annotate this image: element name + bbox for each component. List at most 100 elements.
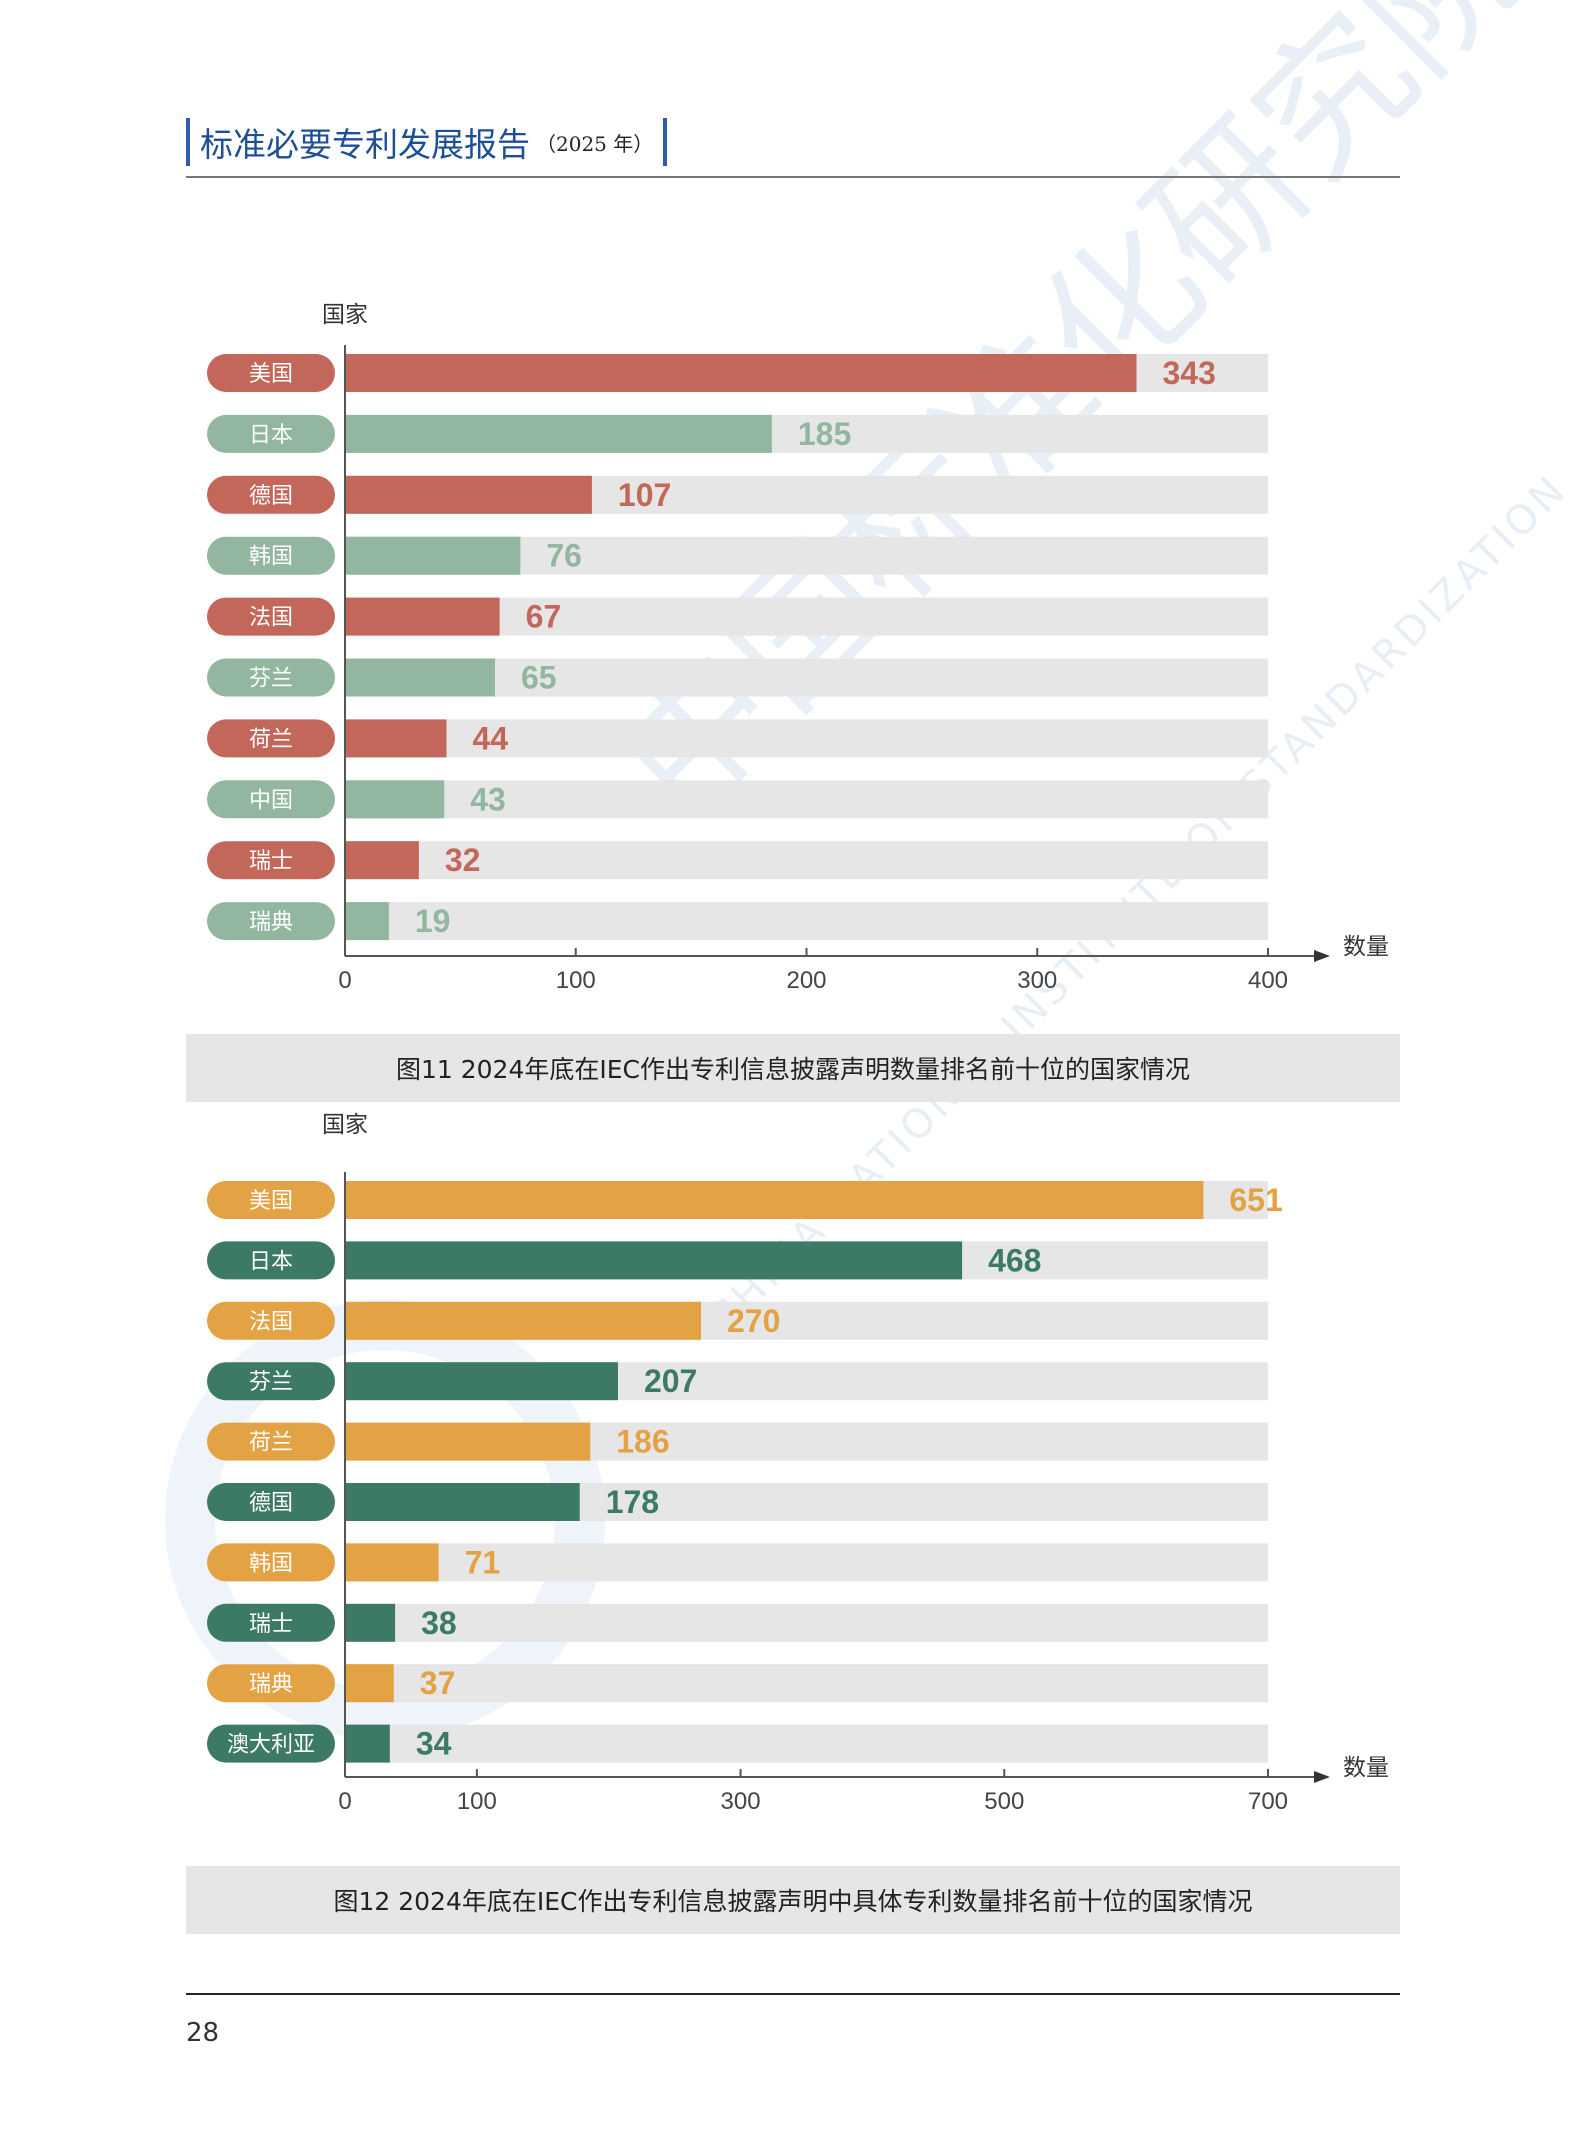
category-pill (207, 414, 335, 453)
data-label: 185 (798, 416, 851, 452)
x-tick-label: 100 (457, 1788, 497, 1815)
data-label: 76 (546, 538, 582, 574)
x-tick-label: 0 (338, 967, 351, 994)
data-label: 67 (526, 599, 562, 635)
category-label: 美国 (249, 362, 293, 387)
data-label: 71 (465, 1544, 501, 1580)
category-pill (207, 1483, 335, 1521)
bar (345, 658, 495, 697)
bar (345, 1543, 439, 1582)
category-pill (207, 719, 335, 758)
chart-fig11: 国家 343 美国 185 日本 107 德国 76 韩国 67 法国 65 芬兰 44 荷兰 43 中国 32 瑞… (207, 302, 1389, 994)
x-axis-title: 数量 (1343, 934, 1389, 960)
data-label: 343 (1162, 355, 1215, 391)
category-pill (207, 1543, 335, 1582)
x-tick-label: 500 (984, 1788, 1024, 1815)
data-label: 651 (1229, 1182, 1282, 1218)
category-label: 瑞典 (249, 1672, 293, 1697)
data-label: 19 (415, 903, 451, 939)
category-label: 澳大利亚 (227, 1733, 315, 1758)
x-tick-label: 0 (338, 1788, 351, 1815)
bar-track (345, 1724, 1268, 1763)
chart-fig12: 国家 651 美国 468 日本 270 法国 207 芬兰 186 荷兰 178 德国 71 韩国 38 瑞士… (207, 1112, 1389, 1815)
bar-track (345, 1543, 1268, 1582)
bar-track (345, 658, 1268, 697)
data-label: 270 (727, 1303, 780, 1339)
bar-track (345, 841, 1268, 880)
x-axis-arrow (1314, 1771, 1330, 1783)
y-axis-title: 国家 (322, 1112, 368, 1138)
category-label: 德国 (249, 484, 293, 509)
bar (345, 1362, 618, 1401)
category-label: 美国 (249, 1189, 293, 1214)
category-pill (207, 841, 335, 880)
category-label: 法国 (249, 1310, 293, 1335)
bar (345, 1181, 1204, 1219)
bar (345, 475, 592, 514)
category-label: 芬兰 (249, 1370, 293, 1395)
bar-track (345, 1603, 1268, 1642)
data-label: 65 (521, 660, 557, 696)
data-label: 44 (473, 720, 509, 756)
x-tick-label: 200 (786, 967, 826, 994)
x-tick-label: 300 (721, 1788, 761, 1815)
category-pill (207, 475, 335, 514)
category-label: 瑞士 (249, 849, 293, 874)
category-pill (207, 902, 335, 941)
category-label: 日本 (249, 1249, 293, 1274)
data-label: 207 (644, 1363, 697, 1399)
x-tick-label: 400 (1248, 967, 1288, 994)
category-pill (207, 354, 335, 392)
category-pill (207, 536, 335, 575)
bar (345, 719, 447, 758)
bar (345, 536, 521, 575)
bar (345, 1603, 396, 1642)
data-label: 38 (421, 1605, 457, 1641)
bar-track (345, 780, 1268, 819)
bar (345, 1724, 390, 1763)
category-pill (207, 1181, 335, 1219)
x-axis-title: 数量 (1343, 1755, 1389, 1781)
page-number: 28 (186, 2018, 220, 2048)
bar (345, 841, 419, 880)
category-pill (207, 1603, 335, 1642)
x-tick-label: 700 (1248, 1788, 1288, 1815)
data-label: 37 (420, 1665, 456, 1701)
category-label: 荷兰 (249, 1431, 293, 1456)
header-divider (186, 176, 1400, 178)
data-label: 468 (988, 1242, 1041, 1278)
data-label: 178 (606, 1484, 659, 1520)
data-label: 107 (618, 477, 671, 513)
y-axis-title: 国家 (322, 302, 368, 328)
bar (345, 1664, 394, 1703)
bar-track (345, 1664, 1268, 1703)
bar (345, 354, 1137, 392)
category-pill (207, 658, 335, 697)
bar (345, 1483, 580, 1521)
report-year: （2025 年） (536, 131, 654, 156)
category-pill (207, 1422, 335, 1461)
footer-divider (186, 1993, 1400, 1995)
bar (345, 414, 772, 453)
data-label: 32 (445, 842, 481, 878)
data-label: 34 (416, 1726, 452, 1762)
x-tick-label: 300 (1017, 967, 1057, 994)
category-label: 瑞士 (249, 1612, 293, 1637)
data-label: 43 (470, 781, 506, 817)
x-axis-arrow (1314, 950, 1330, 962)
bar (345, 597, 500, 636)
category-label: 德国 (249, 1491, 293, 1516)
figure-caption-12: 图12 2024年底在IEC作出专利信息披露声明中具体专利数量排名前十位的国家情… (186, 1866, 1400, 1934)
bar (345, 1301, 702, 1340)
bar (345, 780, 445, 819)
data-label: 186 (616, 1424, 669, 1460)
category-pill (207, 597, 335, 636)
category-label: 中国 (249, 788, 293, 813)
category-pill (207, 1724, 335, 1763)
category-label: 法国 (249, 606, 293, 631)
category-pill (207, 1664, 335, 1703)
category-label: 日本 (249, 423, 293, 448)
category-label: 韩国 (249, 545, 293, 570)
category-pill (207, 1241, 335, 1280)
report-header: 标准必要专利发展报告 （2025 年） (186, 118, 668, 166)
